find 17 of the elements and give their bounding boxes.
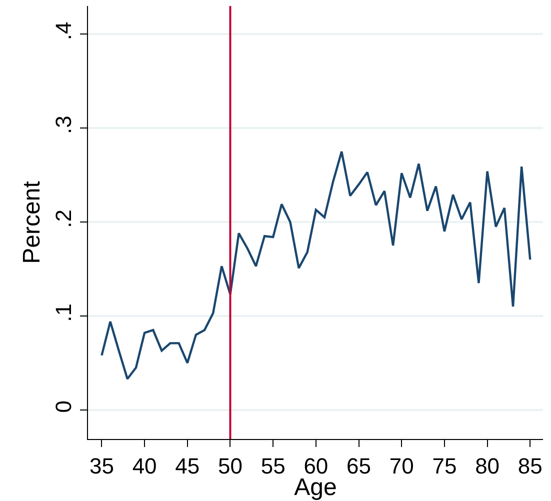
line-series — [100, 150, 532, 380]
x-tick-label: 75 — [432, 453, 457, 478]
y-tick-label: 0 — [51, 400, 76, 413]
x-tick-label: 70 — [389, 453, 414, 478]
y-tick-label: .4 — [51, 22, 76, 40]
x-tick-label: 55 — [260, 453, 286, 478]
x-tick-label: 35 — [89, 453, 114, 478]
x-tick-label: 80 — [475, 453, 500, 478]
x-tick-label: 40 — [132, 453, 157, 478]
x-tick-label: 85 — [518, 453, 542, 478]
y-tick-label: .3 — [51, 116, 76, 134]
y-axis-title: Percent — [18, 180, 46, 264]
y-tick-label: .2 — [51, 210, 76, 228]
x-tick-label: 45 — [175, 453, 200, 478]
y-tick-label: .1 — [51, 303, 76, 322]
x-tick-label: 50 — [218, 453, 242, 478]
x-tick-label: 65 — [346, 453, 372, 478]
